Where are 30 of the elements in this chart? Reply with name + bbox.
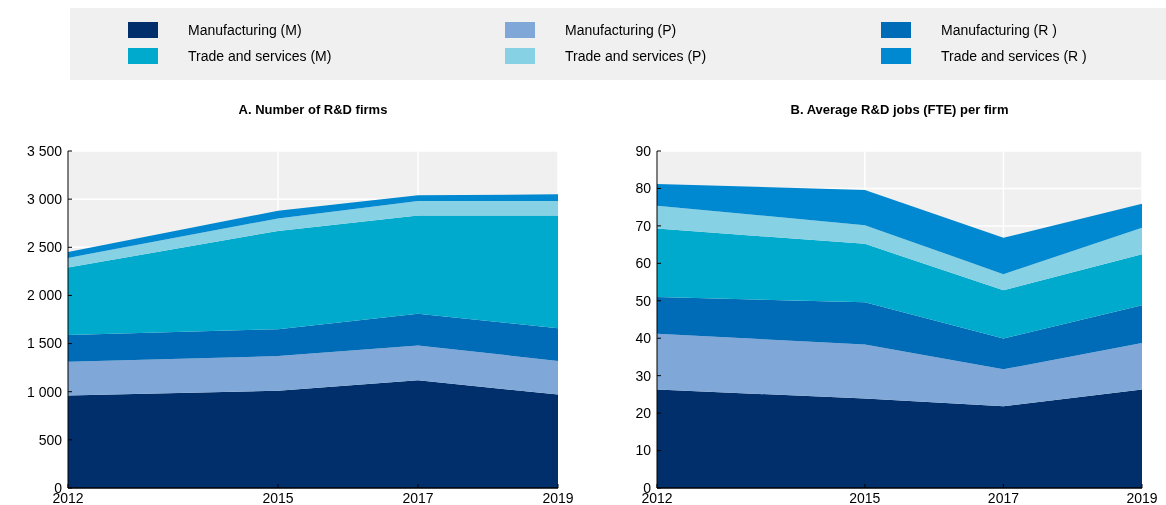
legend-label: Trade and services (M) [188, 47, 332, 64]
x-tick-label: 2017 [402, 490, 434, 505]
y-tick-label: 10 [635, 442, 652, 459]
legend-label: Manufacturing (P) [565, 21, 677, 38]
y-tick-label: 20 [635, 405, 652, 422]
y-tick-label: 30 [635, 367, 652, 384]
y-tick-label: 90 [635, 142, 652, 159]
y-tick-label: 60 [635, 255, 652, 272]
y-tick-label: 40 [635, 330, 652, 347]
y-tick-label: 50 [635, 292, 652, 309]
y-tick-label: 1 500 [26, 335, 63, 352]
legend-label: Trade and services (P) [565, 47, 707, 64]
chart-title: B. Average R&D jobs (FTE) per firm [790, 102, 1009, 117]
y-tick-label: 80 [635, 180, 652, 197]
y-tick-label: 3 500 [26, 142, 63, 159]
x-tick-label: 2019 [1126, 490, 1158, 505]
y-tick-label: 2 500 [26, 239, 63, 256]
y-tick-label: 500 [38, 431, 63, 448]
y-tick-label: 70 [635, 217, 652, 234]
y-tick-label: 3 000 [26, 191, 63, 208]
x-tick-label: 2017 [987, 490, 1020, 505]
legend-label: Manufacturing (M) [188, 21, 302, 38]
x-tick-label: 2019 [542, 490, 574, 505]
chart-title: A. Number of R&D firms [238, 102, 388, 117]
x-tick-label: 2015 [849, 490, 881, 505]
legend-label: Trade and services (R ) [941, 47, 1087, 64]
y-tick-label: 2 000 [26, 287, 63, 304]
y-tick-label: 1 000 [26, 383, 63, 400]
x-tick-label: 2015 [262, 490, 294, 505]
legend-label: Manufacturing (R ) [941, 21, 1057, 38]
